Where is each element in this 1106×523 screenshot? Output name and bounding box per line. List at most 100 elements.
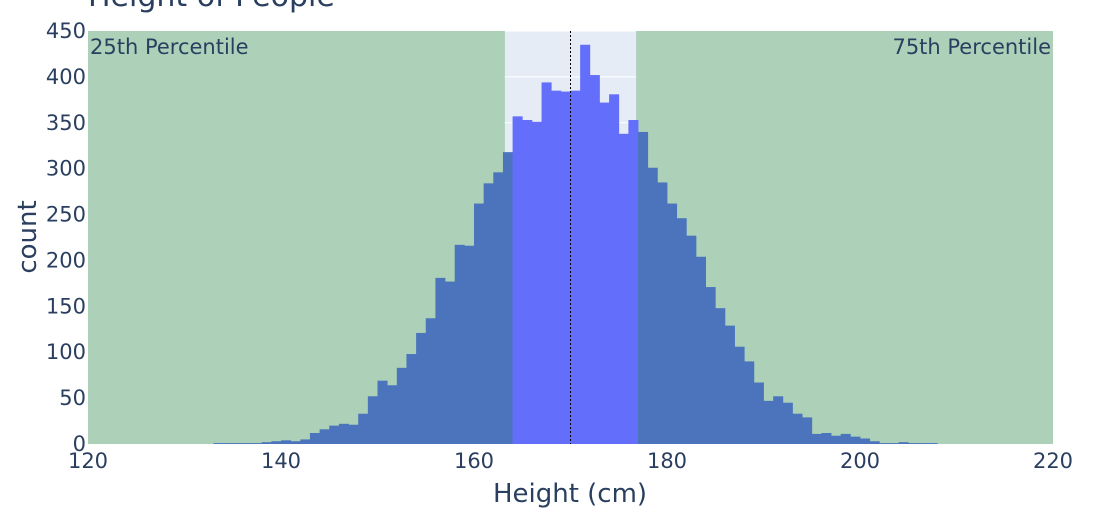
histogram-bar [512, 116, 523, 444]
histogram-bar [531, 121, 542, 445]
histogram-bar [454, 244, 465, 444]
histogram-bar [416, 332, 427, 444]
histogram-bar [425, 318, 436, 444]
histogram-bar [753, 382, 764, 444]
histogram-bar [763, 400, 774, 444]
histogram-bar [802, 417, 813, 444]
histogram-bar [657, 182, 668, 444]
histogram-bar [898, 442, 909, 444]
x-tick-label: 220 [1033, 449, 1073, 473]
histogram-bar [927, 443, 938, 444]
chart-title: Height of People [88, 0, 335, 14]
histogram-bar [502, 152, 513, 444]
histogram-bar [406, 354, 417, 444]
histogram-bar [695, 256, 706, 444]
histogram-bar [686, 235, 697, 444]
percentile-band-labels: 25th Percentile 75th Percentile [90, 35, 1051, 59]
histogram-bar [647, 167, 658, 444]
histogram-bar [792, 413, 803, 444]
histogram-bar [628, 120, 639, 444]
histogram-bar [638, 131, 649, 444]
y-tick-label: 400 [46, 65, 86, 89]
band-label-25th: 25th Percentile [90, 35, 249, 59]
y-tick-label: 450 [46, 19, 86, 43]
histogram-bar [541, 82, 552, 444]
histogram-bar [589, 75, 600, 444]
x-tick-label: 160 [454, 449, 494, 473]
y-tick-label: 200 [46, 248, 86, 272]
histogram-bar [474, 203, 485, 444]
histogram-bar [773, 396, 784, 444]
histogram-bar [860, 438, 871, 444]
x-tick-label: 120 [68, 449, 108, 473]
histogram-bar [387, 385, 398, 444]
histogram-bar [551, 90, 562, 445]
histogram-bar [377, 380, 388, 444]
histogram-bar [213, 443, 224, 444]
histogram-bar [223, 443, 234, 444]
histogram-bar [917, 443, 928, 444]
histogram-bar [676, 218, 687, 444]
histogram-bar [667, 203, 678, 444]
histogram-bar [232, 443, 243, 444]
histogram-bar [888, 443, 899, 444]
histogram-bar [338, 423, 349, 444]
y-axis-title: count [13, 200, 43, 273]
histogram-bar [831, 435, 842, 444]
histogram-bar [782, 402, 793, 444]
histogram-bar [319, 429, 330, 444]
histogram-bar [300, 439, 311, 444]
x-axis-title: Height (cm) [493, 479, 647, 509]
histogram-bar [261, 442, 272, 444]
histogram-bar [445, 281, 456, 444]
histogram-bar [580, 44, 591, 445]
histogram-bar [252, 443, 263, 444]
histogram-bar [599, 102, 610, 444]
y-tick-label: 150 [46, 294, 86, 318]
histogram-bar [705, 287, 716, 444]
histogram-bar [358, 413, 369, 444]
histogram-bar [560, 91, 571, 444]
histogram-bar [850, 436, 861, 444]
histogram-bar [715, 308, 726, 444]
histogram-bar [290, 441, 301, 444]
y-axis-ticks: 0 50 100 150 200 250 300 350 400 450 [46, 19, 86, 456]
histogram-bar [396, 367, 407, 444]
histogram-bar [734, 346, 745, 444]
histogram-bar [348, 424, 359, 444]
y-tick-label: 300 [46, 157, 86, 181]
histogram-bar [281, 440, 292, 444]
percentile-bands [88, 31, 1053, 444]
histogram-bar [309, 432, 320, 444]
histogram-bar [271, 441, 282, 444]
histogram-bar [570, 90, 581, 445]
histogram-bar [908, 443, 919, 444]
x-tick-label: 140 [261, 449, 301, 473]
histogram-bar [329, 425, 340, 444]
histogram-bar [493, 172, 504, 445]
histogram-bar [811, 433, 822, 444]
x-axis-ticks: 120 140 160 180 200 220 [68, 449, 1073, 473]
histogram-bars [213, 44, 938, 445]
histogram-bar [522, 120, 533, 444]
histogram-bar [724, 325, 735, 444]
band-label-75th: 75th Percentile [892, 35, 1051, 59]
y-tick-label: 0 [73, 432, 86, 456]
y-tick-label: 250 [46, 203, 86, 227]
y-tick-label: 50 [59, 386, 86, 410]
histogram-bar [483, 183, 494, 444]
histogram-bar [464, 245, 475, 444]
histogram-bar [821, 432, 832, 444]
histogram-bar [869, 441, 880, 444]
histogram-bar [879, 443, 890, 444]
histogram-bar [618, 133, 629, 444]
histogram-bar [367, 396, 378, 444]
x-tick-label: 180 [647, 449, 687, 473]
histogram-bar [435, 277, 446, 444]
histogram-bar [744, 361, 755, 444]
y-tick-label: 350 [46, 111, 86, 135]
histogram-bar [242, 443, 253, 444]
x-tick-label: 200 [840, 449, 880, 473]
y-tick-label: 100 [46, 340, 86, 364]
